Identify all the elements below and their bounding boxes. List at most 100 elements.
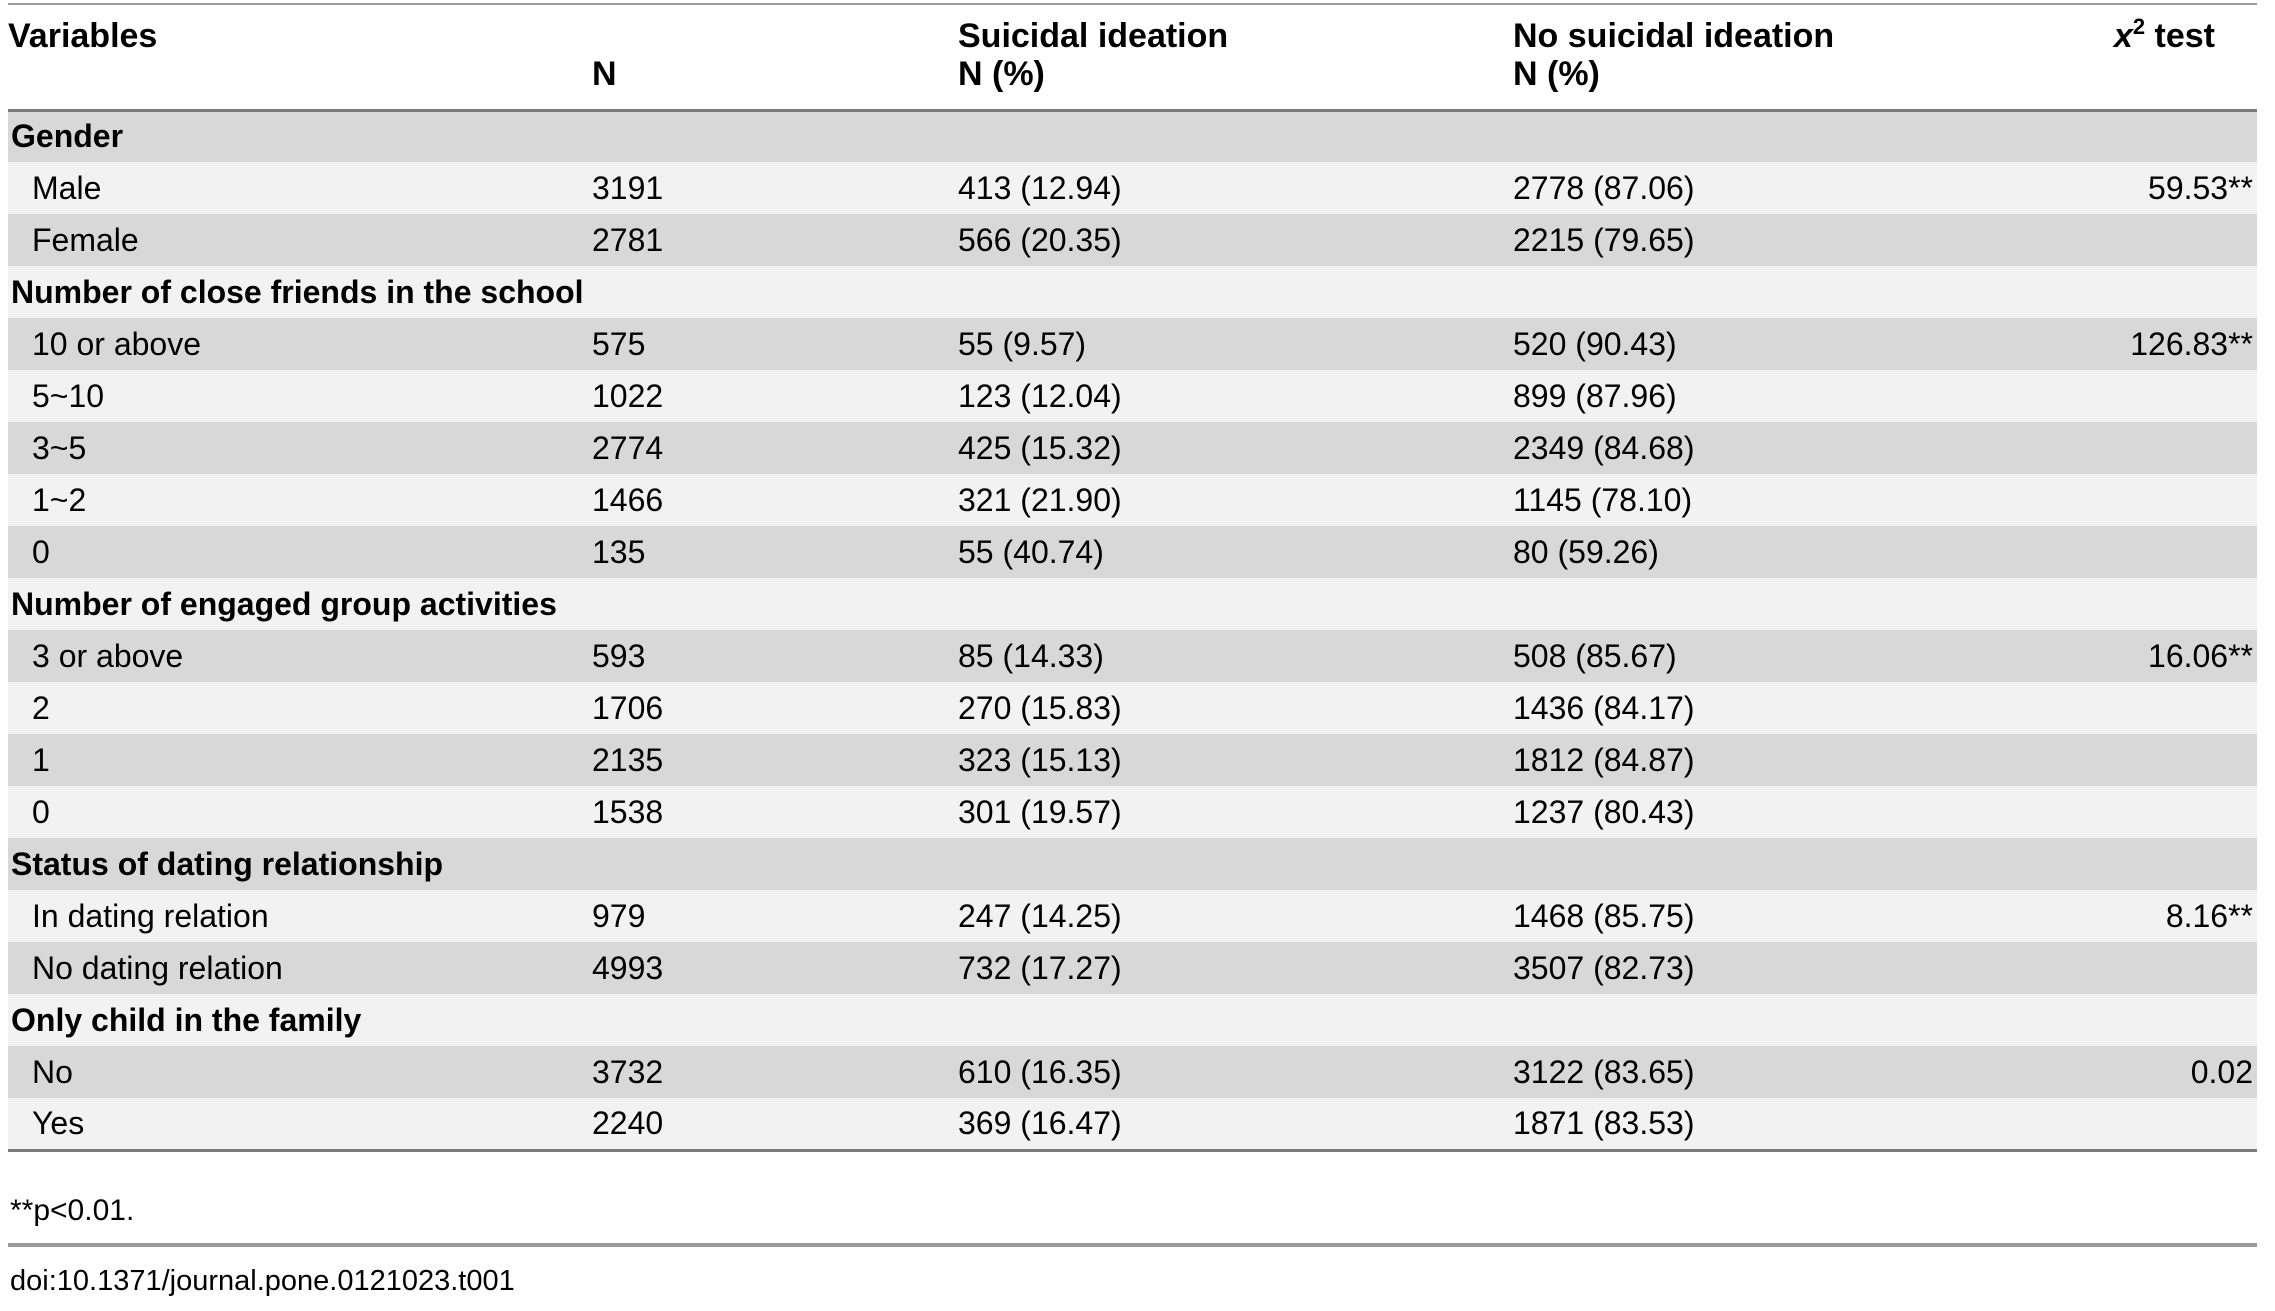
cell-n (592, 578, 958, 630)
cell-chi-square: 126.83** (2130, 325, 2253, 362)
cell-variable: In dating relation (32, 897, 269, 934)
cell-n (592, 110, 958, 162)
cell-chi-square (1990, 474, 2257, 526)
cell-chi-square (1990, 422, 2257, 474)
cell-suicidal-ideation: 369 (16.47) (958, 1104, 1122, 1141)
table-row: Yes 2240 369 (16.47) 1871 (83.53) (8, 1098, 2257, 1150)
table-row: Male 3191 413 (12.94) 2778 (87.06) 59.53… (8, 162, 2257, 214)
significance-footnote: **p<0.01. (10, 1194, 135, 1227)
table-row: 3~5 2774 425 (15.32) 2349 (84.68) (8, 422, 2257, 474)
cell-chi-square (1990, 370, 2257, 422)
cell-n: 1466 (592, 481, 664, 518)
cell-chi-square (1990, 214, 2257, 266)
cell-suicidal-ideation: 123 (12.04) (958, 377, 1122, 414)
table-row: 1~2 1466 321 (21.90) 1145 (78.10) (8, 474, 2257, 526)
cell-suicidal-ideation: 323 (15.13) (958, 741, 1122, 778)
table-row: Only child in the family (8, 994, 2257, 1046)
cell-no-suicidal-ideation: 3122 (83.65) (1513, 1053, 1695, 1090)
header-n-label: N (592, 55, 617, 93)
table-row: In dating relation 979 247 (14.25) 1468 … (8, 890, 2257, 942)
cell-chi-square (1990, 786, 2257, 838)
cell-no-suicidal-ideation: 508 (85.67) (1513, 637, 1677, 674)
cell-variable: Number of engaged group activities (11, 585, 557, 622)
cell-chi-square (1990, 838, 2257, 890)
header-variables: Variables (8, 4, 592, 110)
cell-no-suicidal-ideation: 80 (59.26) (1513, 533, 1659, 570)
header-variables-line2 (8, 55, 592, 93)
header-row: Variables N Suicidal ideation N (%) No s… (8, 4, 2257, 110)
table-row: 3 or above 593 85 (14.33) 508 (85.67) 16… (8, 630, 2257, 682)
cell-n (592, 266, 958, 318)
cell-no-suicidal-ideation: 2349 (84.68) (1513, 429, 1695, 466)
cell-variable: 0 (32, 793, 50, 830)
cell-chi-square (1990, 734, 2257, 786)
cell-variable: Number of close friends in the school (11, 273, 584, 310)
cell-variable: 0 (32, 533, 50, 570)
cell-no-suicidal-ideation: 899 (87.96) (1513, 377, 1677, 414)
chi-test-word: test (2145, 17, 2215, 55)
cell-n: 575 (592, 325, 646, 362)
cell-suicidal-ideation: 247 (14.25) (958, 897, 1122, 934)
cell-no-suicidal-ideation: 2778 (87.06) (1513, 169, 1695, 206)
cell-n: 979 (592, 897, 646, 934)
footnote-divider (8, 1243, 2257, 1247)
cell-chi-square (1990, 110, 2257, 162)
table-body: Gender Male 3191 413 (12.94) 2778 (87.06… (8, 110, 2257, 1150)
cell-no-suicidal-ideation (1513, 578, 1990, 630)
cell-n: 2774 (592, 429, 664, 466)
cell-no-suicidal-ideation (1513, 110, 1990, 162)
cell-no-suicidal-ideation: 520 (90.43) (1513, 325, 1677, 362)
cell-variable: Only child in the family (11, 1001, 362, 1038)
cell-suicidal-ideation: 55 (40.74) (958, 533, 1104, 570)
header-n: N (592, 4, 958, 110)
cell-n (592, 994, 958, 1046)
header-suicidal-ideation-label: Suicidal ideation (958, 17, 1229, 55)
cell-no-suicidal-ideation: 3507 (82.73) (1513, 949, 1695, 986)
cell-chi-square (1990, 942, 2257, 994)
cell-variable: Male (32, 169, 102, 206)
cell-variable: No (32, 1053, 73, 1090)
cell-suicidal-ideation: 610 (16.35) (958, 1053, 1122, 1090)
cell-chi-square (1990, 682, 2257, 734)
cell-suicidal-ideation: 566 (20.35) (958, 221, 1122, 258)
table-row: No 3732 610 (16.35) 3122 (83.65) 0.02 (8, 1046, 2257, 1098)
cell-no-suicidal-ideation (1513, 266, 1990, 318)
cell-no-suicidal-ideation: 1145 (78.10) (1513, 481, 1693, 518)
cell-variable: 5~10 (32, 377, 105, 414)
cell-no-suicidal-ideation (1513, 994, 1990, 1046)
header-chi-square-test-label: x2 test (1990, 14, 2215, 55)
cell-suicidal-ideation (958, 994, 1513, 1046)
chi-x-symbol: x (2113, 17, 2133, 55)
table-row: Female 2781 566 (20.35) 2215 (79.65) (8, 214, 2257, 266)
cell-n (592, 838, 958, 890)
table-row: Number of close friends in the school (8, 266, 2257, 318)
cell-n: 4993 (592, 949, 664, 986)
cell-variable: 1 (32, 741, 50, 778)
cell-variable: Status of dating relationship (11, 845, 444, 882)
cell-suicidal-ideation: 413 (12.94) (958, 169, 1122, 206)
cell-no-suicidal-ideation: 1436 (84.17) (1513, 689, 1695, 726)
table-row: 0 1538 301 (19.57) 1237 (80.43) (8, 786, 2257, 838)
header-n-line1 (592, 17, 958, 55)
cell-variable: 10 or above (32, 325, 202, 362)
table-row: 10 or above 575 55 (9.57) 520 (90.43) 12… (8, 318, 2257, 370)
cell-n: 593 (592, 637, 646, 674)
cell-suicidal-ideation: 321 (21.90) (958, 481, 1122, 518)
cell-variable: Gender (11, 118, 124, 155)
cell-n: 1022 (592, 377, 664, 414)
table-header: Variables N Suicidal ideation N (%) No s… (8, 4, 2257, 110)
header-chi-square-test: x2 test (1990, 4, 2257, 110)
cell-variable: No dating relation (32, 949, 283, 986)
cell-chi-square (1990, 1098, 2257, 1150)
cell-n: 3732 (592, 1053, 664, 1090)
cell-no-suicidal-ideation: 2215 (79.65) (1513, 221, 1695, 258)
cell-n: 2240 (592, 1104, 664, 1141)
cell-chi-square: 59.53** (2148, 169, 2253, 206)
header-no-suicidal-ideation: No suicidal ideation N (%) (1513, 4, 1990, 110)
cell-no-suicidal-ideation: 1871 (83.53) (1513, 1104, 1695, 1141)
cell-suicidal-ideation: 85 (14.33) (958, 637, 1104, 674)
cell-no-suicidal-ideation (1513, 838, 1990, 890)
table-row: Status of dating relationship (8, 838, 2257, 890)
table-row: No dating relation 4993 732 (17.27) 3507… (8, 942, 2257, 994)
